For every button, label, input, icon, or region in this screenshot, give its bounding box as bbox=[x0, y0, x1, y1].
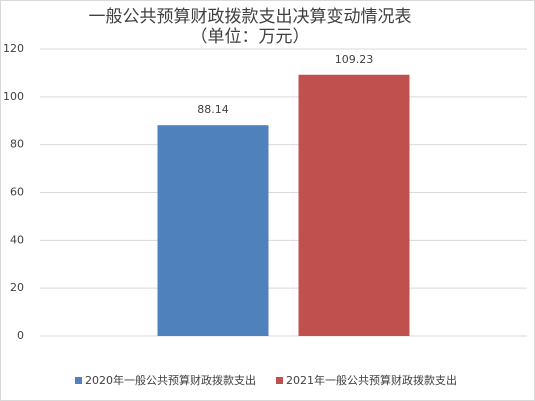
bar bbox=[298, 74, 410, 337]
data-label: 88.14 bbox=[197, 103, 229, 116]
bar bbox=[157, 125, 269, 336]
y-tick-label: 100 bbox=[3, 90, 24, 103]
y-tick-label: 80 bbox=[10, 138, 24, 151]
chart-subtitle: （单位：万元） bbox=[191, 27, 310, 47]
data-label: 109.23 bbox=[335, 53, 374, 66]
y-tick-label: 60 bbox=[10, 186, 24, 199]
legend-swatch bbox=[75, 377, 82, 384]
legend-label: 2020年一般公共预算财政拨款支出 bbox=[85, 373, 256, 387]
legend-label: 2021年一般公共预算财政拨款支出 bbox=[286, 373, 457, 387]
y-tick-label: 0 bbox=[17, 329, 24, 342]
chart-title: 一般公共预算财政拨款支出决算变动情况表 bbox=[89, 7, 412, 27]
y-tick-label: 20 bbox=[10, 281, 24, 294]
y-tick-label: 40 bbox=[10, 233, 24, 246]
legend-swatch bbox=[276, 377, 283, 384]
y-tick-label: 120 bbox=[3, 42, 24, 55]
